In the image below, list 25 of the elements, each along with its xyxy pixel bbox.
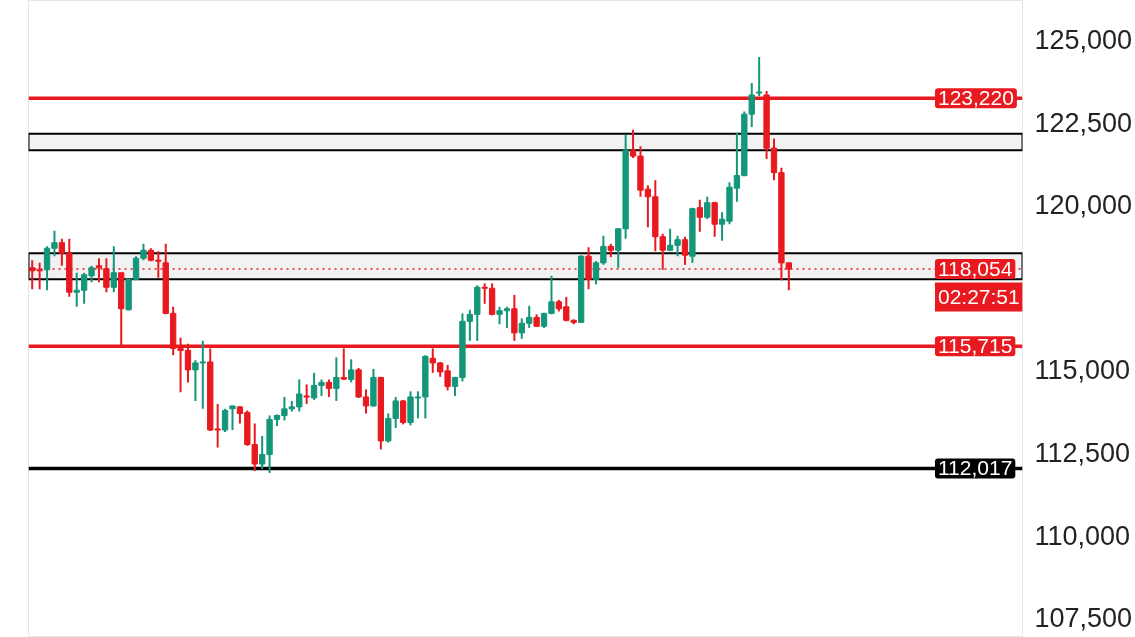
- candlestick: [681, 235, 689, 266]
- candlestick: [711, 200, 718, 238]
- ref-line-label: 115,715: [937, 334, 1013, 358]
- candlestick: [755, 56, 763, 97]
- y-tick-label: 122,500: [1034, 107, 1133, 138]
- candlestick: [704, 195, 711, 221]
- candlestick: [585, 246, 592, 291]
- candlestick: [303, 383, 310, 405]
- y-tick-label: 112,500: [1034, 437, 1131, 468]
- y-tick-label: 115,000: [1034, 355, 1131, 386]
- y-tick-label: 107,500: [1034, 603, 1133, 634]
- ref-line-label: 118,054: [937, 256, 1013, 280]
- candlestick: [333, 356, 340, 402]
- candlestick: [348, 358, 355, 384]
- y-tick-label: 120,000: [1034, 190, 1133, 221]
- ref-line-label: 123,220: [937, 86, 1014, 110]
- ref-line-label: 112,017: [937, 456, 1013, 480]
- annotation: 02:27:51: [937, 285, 1020, 309]
- candlestick: [399, 398, 407, 426]
- candlestick: [696, 198, 703, 233]
- candlestick: [110, 245, 117, 294]
- y-tick-label: 125,000: [1034, 24, 1133, 55]
- candlestick: [229, 404, 236, 432]
- y-tick-label: 110,000: [1034, 520, 1131, 551]
- candlestick: [221, 407, 229, 433]
